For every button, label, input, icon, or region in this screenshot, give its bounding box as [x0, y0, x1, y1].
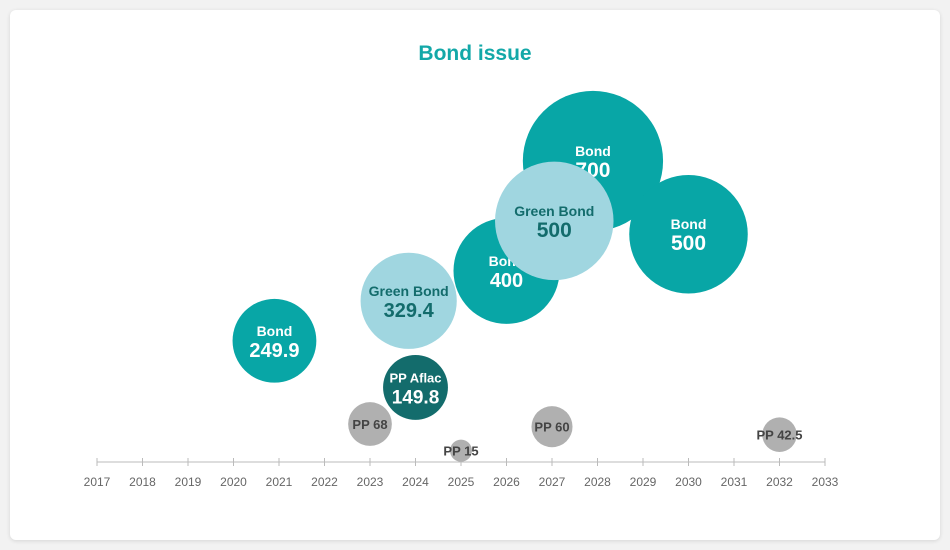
bubble-circle: [762, 417, 797, 452]
bubble: PP Aflac 149.8: [383, 354, 448, 420]
bubble-value-label: 500: [537, 219, 572, 242]
x-tick-label: 2017: [84, 475, 111, 489]
x-tick-label: 2022: [311, 475, 338, 489]
bubble-value-label: 329.4: [384, 300, 435, 322]
x-tick-label: 2020: [220, 475, 247, 489]
bubble-name-label: PP 60: [534, 420, 569, 435]
bubble-circle: [348, 402, 392, 446]
bubble-circle: [629, 174, 748, 294]
bubble-circle: [383, 354, 448, 420]
chart-title: Bond issue: [418, 42, 532, 65]
bubble-circle: [531, 406, 573, 448]
x-tick-label: 2030: [675, 475, 702, 489]
x-tick-label: 2026: [493, 475, 520, 489]
x-tick-label: 2025: [448, 475, 475, 489]
bubble-name-label: PP 68: [352, 417, 387, 432]
bubble-name-label: Bond: [671, 216, 707, 232]
x-tick-label: 2028: [584, 475, 611, 489]
x-tick-label: 2024: [402, 475, 429, 489]
bubble-circle: [360, 252, 457, 349]
x-tick-label: 2021: [266, 475, 293, 489]
bubble-circle: [450, 439, 472, 462]
bubble-name-label: PP 42.5: [756, 428, 802, 443]
x-tick-label: 2029: [630, 475, 657, 489]
bubble-name-label: Green Bond: [514, 203, 594, 219]
x-tick-label: 2032: [766, 475, 793, 489]
bubble: PP 60: [531, 406, 573, 448]
bubble-name-label: Bond: [575, 143, 611, 159]
bubble-name-label: Bond: [257, 323, 293, 339]
x-tick-label: 2018: [129, 475, 156, 489]
x-tick-label: 2027: [539, 475, 566, 489]
x-tick-label: 2019: [175, 475, 202, 489]
bubble-value-label: 500: [671, 232, 706, 255]
x-tick-label: 2033: [812, 475, 839, 489]
bubble-circle: [232, 298, 317, 383]
bubble: PP 15: [443, 439, 479, 462]
bubble-value-label: 400: [490, 270, 523, 292]
bubble-name-label: Green Bond: [369, 283, 449, 299]
bubble-name-label: PP 15: [443, 444, 478, 459]
x-tick-label: 2023: [357, 475, 384, 489]
bubble: PP 42.5: [756, 417, 803, 452]
bubble-name-label: PP Aflac: [389, 370, 441, 385]
x-tick-label: 2031: [721, 475, 748, 489]
bubble-value-label: 149.8: [392, 387, 440, 408]
bubble: PP 68: [348, 402, 392, 446]
bubble-value-label: 249.9: [249, 340, 299, 362]
bubble-circle: [495, 161, 614, 281]
